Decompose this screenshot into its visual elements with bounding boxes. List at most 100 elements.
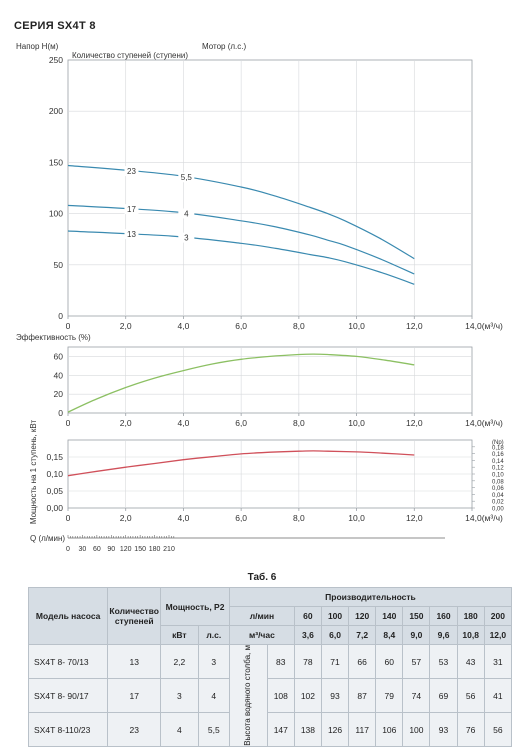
head-cell: 53 (429, 644, 458, 679)
head-cell: 78 (293, 644, 322, 679)
x-tick-label: 14,0(м³/ч) (465, 418, 503, 428)
y-tick-label: 20 (54, 389, 64, 399)
stages-label: 23 (127, 167, 136, 176)
x-tick-label: 10,0 (348, 418, 365, 428)
right-tick-label: 0,04 (492, 493, 504, 499)
head-cell: 100 (402, 712, 431, 747)
head-cell: 93 (429, 712, 458, 747)
flow-lpm-cell: 100 (320, 606, 350, 626)
stages-cell: 13 (107, 644, 162, 679)
motor-axis-label: Мотор (л.с.) (202, 42, 247, 51)
right-tick-label: 0,12 (492, 466, 504, 472)
right-tick-label: 0,10 (492, 473, 504, 479)
head-cell: 60 (375, 644, 404, 679)
header-kw: кВт (160, 625, 199, 645)
head-cell: 41 (483, 678, 513, 713)
x-tick-label: 4,0 (178, 513, 190, 523)
hp-cell: 5,5 (197, 712, 230, 747)
x-tick-label: 6,0 (235, 418, 247, 428)
efficiency-curve (67, 353, 415, 413)
x-tick-label: 6,0 (235, 321, 247, 331)
x-tick-label: 12,0 (406, 321, 423, 331)
head-cell: 83 (266, 644, 295, 679)
model-cell: SX4T 8-110/23 (27, 712, 109, 747)
stages-axis-label: Количество ступеней (ступени) (72, 51, 188, 60)
flow-lpm-cell: 150 (402, 606, 431, 626)
right-tick-label: 0,00 (492, 507, 504, 513)
x-tick-label: 8,0 (293, 513, 305, 523)
table-row: SX4T 8-110/23 23 4 5,5 147 138 126 117 1… (27, 712, 513, 747)
head-cell: 108 (266, 678, 295, 713)
flow-tick-label: 30 (79, 546, 87, 553)
head-cell: 66 (348, 644, 377, 679)
y-tick-label: 40 (54, 370, 64, 380)
head-cell: 56 (483, 712, 513, 747)
header-power: Мощность, P2 (160, 587, 230, 626)
hp-cell: 3 (197, 644, 230, 679)
x-tick-label: 6,0 (235, 513, 247, 523)
flow-m3h-row: кВт л.с. м³/час 3,6 6,0 7,2 8,4 9,0 9,6 … (29, 625, 513, 645)
head-cell: 56 (456, 678, 485, 713)
y-tick-label: 60 (54, 351, 64, 361)
x-tick-label: 2,0 (120, 418, 132, 428)
head-cell: 71 (320, 644, 350, 679)
header-m3h: м³/час (228, 625, 295, 645)
y-tick-label: 100 (49, 209, 63, 219)
flow-m3h-cell: 7,2 (348, 625, 377, 645)
right-tick-label: 0,16 (492, 452, 504, 458)
x-tick-label: 0 (66, 513, 71, 523)
head-y-axis-label: Напор Н(м) (16, 42, 59, 51)
stages-label: 17 (127, 205, 136, 214)
stages-cell: 23 (107, 712, 162, 747)
table-caption: Таб. 6 (247, 572, 277, 583)
label-bg (178, 232, 195, 243)
flow-lpm-cell: 120 (348, 606, 377, 626)
right-tick-label: 0,18 (492, 445, 504, 451)
y-tick-label: 0,00 (46, 503, 63, 513)
head-cell: 126 (320, 712, 350, 747)
x-tick-label: 0 (66, 418, 71, 428)
kw-cell: 2,2 (160, 644, 199, 679)
flow-tick-label: 180 (149, 546, 161, 553)
header-model: Модель насоса (27, 587, 109, 645)
right-tick-label: 0,06 (492, 486, 504, 492)
flow-m3h-cell: 3,6 (293, 625, 322, 645)
head-label-cell: Высота водяного столба, м (228, 644, 268, 747)
y-tick-label: 150 (49, 157, 63, 167)
header-lpm: л/мин (228, 606, 295, 626)
head-cell: 93 (320, 678, 350, 713)
flow-m3h-cell: 8,4 (375, 625, 404, 645)
kw-cell: 3 (160, 678, 199, 713)
motor-label: 5,5 (181, 173, 193, 182)
y-tick-label: 250 (49, 55, 63, 65)
y-tick-label: 0 (58, 408, 63, 418)
flow-m3h-cell: 9,6 (429, 625, 458, 645)
y-tick-label: 0,10 (46, 469, 63, 479)
x-tick-label: 14,0(м³/ч) (465, 513, 503, 523)
x-tick-label: 8,0 (293, 418, 305, 428)
flow-lpm-row: л/мин 60 100 120 140 150 160 180 200 (29, 606, 513, 626)
efficiency-plot-frame (67, 346, 473, 414)
x-tick-label: 2,0 (120, 513, 132, 523)
label-bg (124, 204, 139, 215)
y-tick-label: 0 (58, 311, 63, 321)
flow-lpm-cell: 140 (375, 606, 404, 626)
kw-cell: 4 (160, 712, 199, 747)
flow-lpm-cell: 160 (429, 606, 458, 626)
right-tick-label: 0,02 (492, 500, 504, 506)
power-curve (67, 450, 415, 477)
label-bg (124, 166, 139, 177)
flow-m3h-cell: 6,0 (320, 625, 350, 645)
flow-tick-label: 150 (134, 546, 146, 553)
model-cell: SX4T 8- 70/13 (27, 644, 109, 679)
head-label: Высота водяного столба, м (242, 645, 252, 746)
y-tick-label: 200 (49, 106, 63, 116)
x-tick-label: 12,0 (406, 418, 423, 428)
right-unit-label: (Np) (492, 440, 504, 446)
right-tick-label: 0,14 (492, 459, 504, 465)
head-cell: 79 (375, 678, 404, 713)
flow-lpm-cell: 60 (293, 606, 322, 626)
head-cell: 74 (402, 678, 431, 713)
hp-cell: 4 (197, 678, 230, 713)
flow-axis-label: Q (л/мин) (30, 534, 65, 543)
